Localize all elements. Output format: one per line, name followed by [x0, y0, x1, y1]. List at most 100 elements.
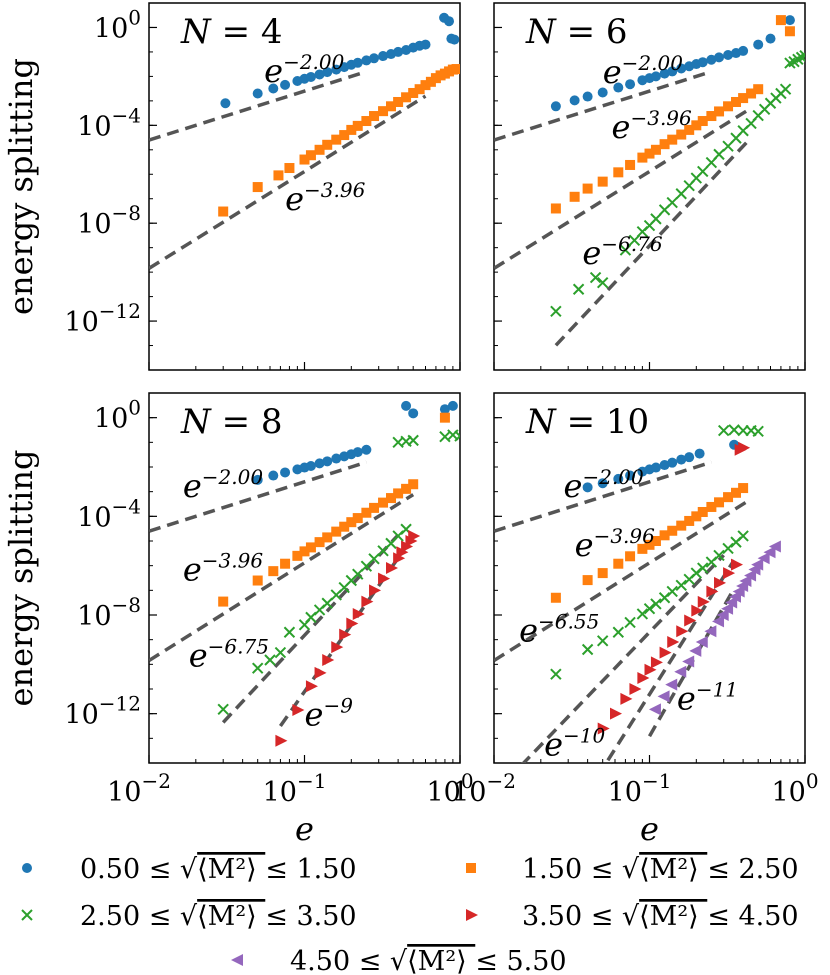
data-point [369, 111, 380, 122]
data-point [744, 569, 757, 582]
data-point [650, 656, 663, 669]
data-point [691, 120, 702, 131]
series-3 [597, 441, 751, 735]
data-point [714, 52, 725, 63]
data-point [218, 596, 229, 607]
data-point [597, 722, 610, 735]
legend-item: 1.50 ≤ √⟨M²⟩ ≤ 2.50 [466, 854, 799, 885]
data-point [280, 558, 291, 569]
data-point [596, 276, 609, 289]
data-point [659, 530, 670, 541]
data-point [650, 536, 661, 546]
data-point [666, 196, 678, 209]
data-point [704, 625, 717, 638]
data-point [273, 170, 284, 181]
data-point [613, 473, 624, 484]
data-point [666, 585, 678, 598]
data-point [252, 182, 263, 193]
data-point [352, 447, 363, 458]
data-point [697, 165, 709, 178]
data-point [314, 666, 327, 679]
data-point [636, 608, 649, 620]
data-point [637, 671, 650, 684]
data-point [314, 458, 325, 469]
series-1 [218, 64, 460, 217]
data-point [717, 424, 730, 437]
data-point [644, 148, 655, 159]
fit-annotation: e−2.00 [564, 465, 645, 505]
data-point [393, 46, 404, 57]
y-tick-label: 10−12 [64, 299, 141, 338]
legend-label: 3.50 ≤ √⟨M²⟩ ≤ 4.50 [522, 901, 799, 932]
data-point [746, 88, 757, 99]
data-point [368, 553, 380, 565]
data-point [299, 546, 310, 557]
data-point [264, 654, 276, 666]
data-point [414, 84, 425, 95]
data-point [581, 643, 594, 656]
data-point [596, 635, 609, 647]
legend-label: 2.50 ≤ √⟨M²⟩ ≤ 3.50 [80, 901, 357, 932]
data-point [763, 546, 776, 559]
data-point [667, 66, 678, 77]
data-point [283, 626, 296, 638]
data-point [697, 116, 708, 127]
data-point [378, 497, 389, 508]
fit-line-3 [604, 559, 736, 763]
data-point [676, 129, 687, 140]
data-point [550, 592, 561, 603]
data-point [676, 625, 689, 638]
plot-area [494, 424, 781, 763]
data-point [650, 71, 661, 82]
x-axis-label: e [295, 810, 314, 848]
data-point [352, 120, 363, 131]
data-point [322, 67, 333, 78]
legend-marker [21, 909, 33, 921]
x-tick-label: 100 [771, 769, 818, 808]
panel-frame [493, 2, 806, 371]
legend-marker [231, 954, 243, 966]
data-point [305, 150, 316, 161]
series-0 [252, 400, 458, 485]
x-tick-label: 100 [426, 769, 473, 808]
data-point [401, 400, 412, 411]
data-point [694, 448, 705, 459]
data-point [597, 478, 608, 489]
data-point [706, 111, 717, 122]
data-point [252, 474, 263, 485]
data-point [305, 542, 316, 553]
panel-8: e−2.00 e−3.96 e−6.75 e−9 N = 8 100 10−4 10−8 10−… [64, 392, 474, 808]
data-point [738, 93, 749, 104]
data-point [624, 616, 636, 629]
data-point [659, 139, 670, 150]
data-point [619, 244, 632, 256]
data-point [713, 148, 725, 161]
data-point [582, 91, 593, 102]
data-point [218, 206, 229, 217]
legend-item: 2.50 ≤ √⟨M²⟩ ≤ 3.50 [21, 901, 357, 932]
fit-line-0 [149, 460, 367, 533]
data-point [659, 68, 670, 79]
data-point [425, 76, 436, 87]
series-4 [648, 540, 781, 716]
legend-marker [22, 863, 32, 873]
series-3 [275, 529, 421, 747]
data-point [665, 678, 678, 691]
data-point [361, 116, 372, 127]
data-point [725, 596, 738, 609]
plot-area [494, 15, 805, 347]
data-point [695, 636, 708, 649]
fit-annotation: e−2.00 [264, 50, 345, 90]
data-point [275, 734, 288, 747]
data-point [572, 283, 585, 295]
y-tick-label: 100 [94, 396, 141, 435]
fit-annotation: e−9 [305, 694, 354, 734]
data-point [795, 51, 805, 64]
data-point [378, 106, 389, 117]
x-tick-label: 10−1 [263, 769, 327, 808]
data-point [331, 526, 342, 537]
panel-10: e−2.00 e−3.96 e−6.55 e−10 e−11 N = 10 10−2 10−1… [452, 392, 819, 808]
data-point [650, 462, 661, 473]
y-tick-label: 10−8 [77, 593, 141, 632]
